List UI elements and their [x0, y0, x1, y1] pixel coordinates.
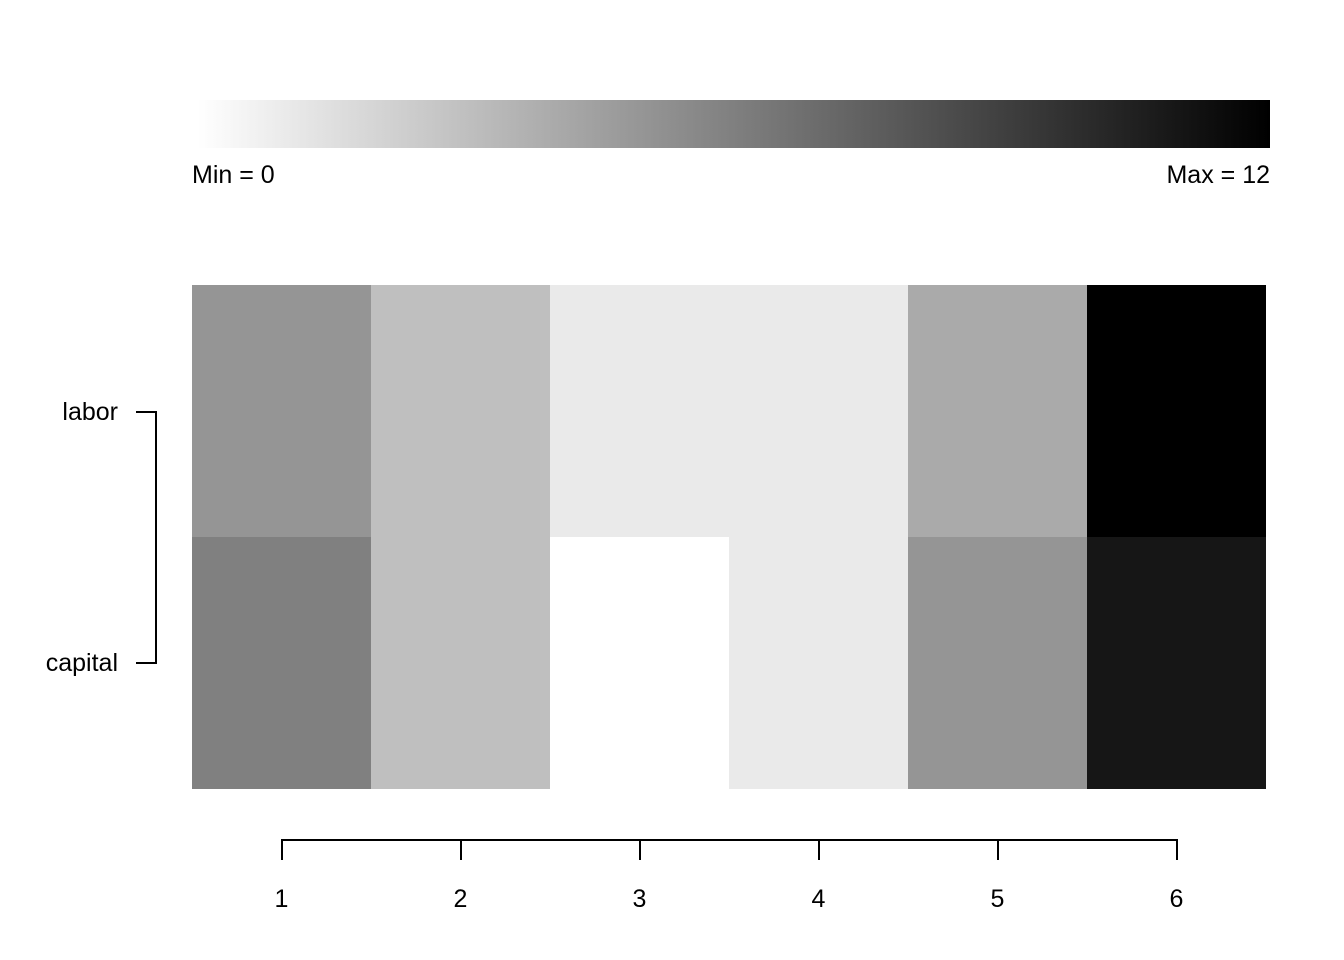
y-axis-label-labor: labor: [62, 398, 118, 426]
x-axis-tick-label-6: 6: [1169, 885, 1184, 913]
heatmap-cell-labor-5: [908, 285, 1087, 537]
heatmap-cell-labor-6: [1087, 285, 1266, 537]
heatmap-cell-capital-5: [908, 537, 1087, 789]
x-axis-tick-label-1: 1: [274, 885, 289, 913]
color-scale-gradient-bar: [198, 100, 1270, 148]
x-axis-tick-label-5: 5: [990, 885, 1005, 913]
heatmap-cell-labor-2: [371, 285, 550, 537]
heatmap-cell-capital-6: [1087, 537, 1266, 789]
heatmap-cell-labor-3: [550, 285, 729, 537]
x-axis-tick-1: [280, 839, 283, 860]
x-axis-tick-label-3: 3: [632, 885, 647, 913]
heatmap-cell-capital-2: [371, 537, 550, 789]
x-axis-tick-label-4: 4: [811, 885, 826, 913]
heatmap-cell-capital-1: [192, 537, 371, 789]
legend-max-label: Max = 12: [1166, 161, 1270, 189]
legend-min-label: Min = 0: [192, 161, 275, 189]
x-axis: 1 2 3 4 5 6: [192, 839, 1266, 919]
x-axis-tick-2: [459, 839, 462, 860]
x-axis-tick-4: [817, 839, 820, 860]
heatmap-grid: [192, 285, 1266, 789]
y-axis-line: [155, 411, 157, 664]
x-axis-tick-label-2: 2: [453, 885, 468, 913]
x-axis-tick-5: [996, 839, 999, 860]
x-axis-tick-3: [638, 839, 641, 860]
y-axis-tick-capital: [136, 662, 156, 664]
heatmap-cell-capital-3: [550, 537, 729, 789]
heatmap-cell-labor-1: [192, 285, 371, 537]
y-axis-label-capital: capital: [45, 649, 118, 677]
heatmap-cell-labor-4: [729, 285, 908, 537]
x-axis-tick-6: [1175, 839, 1178, 860]
heatmap-cell-capital-4: [729, 537, 908, 789]
y-axis-tick-labor: [136, 411, 156, 413]
x-axis-line: [281, 839, 1177, 841]
